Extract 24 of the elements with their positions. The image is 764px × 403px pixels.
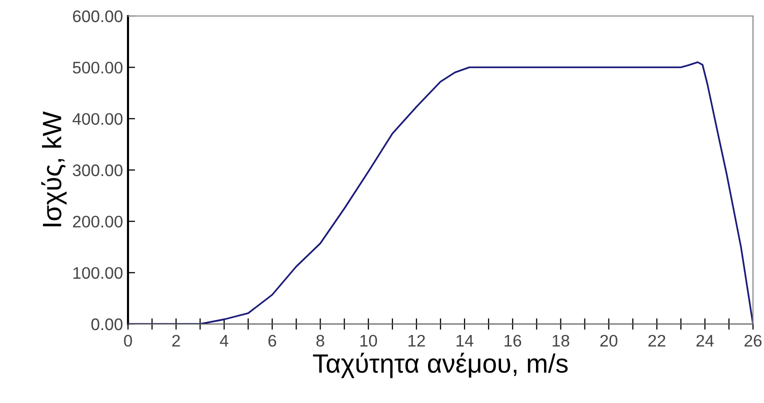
x-tick-label: 2 <box>172 334 180 346</box>
x-tick-label: 4 <box>220 335 228 346</box>
x-tick-label: 0 <box>124 334 132 347</box>
x-tick-label: 10 <box>360 334 378 347</box>
x-tick-label: 26 <box>744 334 762 347</box>
y-axis-title: Ισχύς, kW <box>41 111 67 226</box>
x-axis-title: Ταχύτητα ανέμου, m/s <box>312 352 568 378</box>
y-tick-label: 500.00 <box>72 62 122 74</box>
y-tick-label: 400.00 <box>72 113 122 125</box>
y-tick-label: 600.00 <box>73 10 122 22</box>
x-tick-label: 16 <box>504 334 522 347</box>
x-tick-label: 6 <box>268 334 276 347</box>
line-series <box>128 61 753 324</box>
y-tick-label: 100.00 <box>73 267 122 279</box>
x-tick-label: 24 <box>696 334 714 346</box>
x-tick-label: 12 <box>408 334 425 346</box>
x-tick-label: 18 <box>552 334 570 347</box>
y-tick-label: 0.00 <box>91 318 122 330</box>
y-tick-label: 200.00 <box>73 216 122 228</box>
y-tick-label: 300.00 <box>72 164 122 176</box>
x-tick-label: 22 <box>648 334 666 346</box>
x-tick-label: 20 <box>600 334 618 347</box>
x-tick-label: 14 <box>456 335 474 346</box>
x-tick-label: 8 <box>316 334 324 347</box>
